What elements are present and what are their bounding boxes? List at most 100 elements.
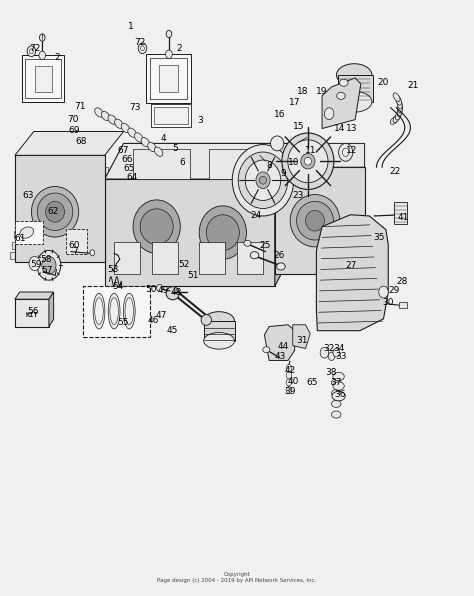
Text: 51: 51 bbox=[188, 271, 199, 280]
Bar bbox=[281, 216, 365, 224]
Text: 41: 41 bbox=[398, 213, 409, 222]
Circle shape bbox=[324, 108, 334, 120]
Circle shape bbox=[328, 352, 335, 361]
Circle shape bbox=[372, 225, 385, 242]
Ellipse shape bbox=[337, 91, 372, 112]
Text: 19: 19 bbox=[316, 86, 328, 95]
Ellipse shape bbox=[290, 194, 340, 247]
Circle shape bbox=[141, 46, 145, 51]
Ellipse shape bbox=[301, 154, 315, 169]
Ellipse shape bbox=[110, 298, 118, 324]
Text: 45: 45 bbox=[166, 326, 177, 335]
Ellipse shape bbox=[123, 293, 135, 329]
Text: 49: 49 bbox=[158, 286, 169, 296]
Ellipse shape bbox=[288, 140, 328, 182]
Ellipse shape bbox=[331, 411, 341, 418]
Circle shape bbox=[42, 256, 56, 274]
Bar bbox=[337, 75, 373, 102]
Bar bbox=[152, 241, 178, 274]
Text: 30: 30 bbox=[383, 298, 394, 308]
Ellipse shape bbox=[108, 115, 117, 125]
Ellipse shape bbox=[166, 287, 179, 300]
Bar bbox=[83, 286, 150, 337]
Text: 31: 31 bbox=[296, 336, 308, 345]
Ellipse shape bbox=[271, 136, 284, 151]
Ellipse shape bbox=[393, 114, 400, 123]
Bar bbox=[25, 167, 109, 173]
Ellipse shape bbox=[329, 97, 343, 110]
Text: 4: 4 bbox=[161, 134, 166, 143]
Bar bbox=[16, 220, 106, 227]
Ellipse shape bbox=[20, 227, 34, 238]
Text: 24: 24 bbox=[250, 212, 262, 221]
Ellipse shape bbox=[141, 138, 150, 147]
Bar bbox=[12, 241, 105, 249]
Text: 7: 7 bbox=[73, 247, 78, 256]
Bar bbox=[25, 59, 61, 98]
Ellipse shape bbox=[395, 95, 401, 105]
Circle shape bbox=[286, 379, 292, 386]
Bar bbox=[282, 205, 365, 213]
Text: KIT: KIT bbox=[26, 312, 38, 318]
Text: 13: 13 bbox=[346, 124, 357, 133]
Ellipse shape bbox=[93, 293, 105, 329]
Ellipse shape bbox=[31, 187, 79, 237]
Text: 62: 62 bbox=[47, 207, 58, 216]
Ellipse shape bbox=[95, 108, 103, 117]
Text: 57: 57 bbox=[41, 266, 53, 275]
Ellipse shape bbox=[121, 123, 130, 132]
Text: 5: 5 bbox=[173, 144, 178, 153]
Polygon shape bbox=[322, 78, 361, 129]
Ellipse shape bbox=[244, 240, 251, 246]
Text: 66: 66 bbox=[122, 155, 133, 164]
Ellipse shape bbox=[397, 99, 402, 109]
Ellipse shape bbox=[148, 142, 156, 151]
Text: 59: 59 bbox=[30, 260, 42, 269]
Bar bbox=[159, 65, 178, 92]
Text: 42: 42 bbox=[284, 366, 296, 375]
Text: 52: 52 bbox=[178, 260, 190, 269]
Bar bbox=[278, 239, 365, 247]
Text: 48: 48 bbox=[171, 287, 182, 297]
Ellipse shape bbox=[331, 401, 341, 408]
Ellipse shape bbox=[245, 160, 281, 200]
Bar bbox=[18, 209, 107, 216]
Text: 21: 21 bbox=[407, 80, 419, 89]
Bar bbox=[275, 262, 365, 269]
Ellipse shape bbox=[108, 293, 120, 329]
Polygon shape bbox=[264, 325, 295, 361]
Bar bbox=[204, 321, 235, 341]
Ellipse shape bbox=[277, 263, 285, 270]
Ellipse shape bbox=[232, 145, 294, 216]
Bar bbox=[279, 228, 365, 235]
Ellipse shape bbox=[337, 64, 372, 86]
Text: 61: 61 bbox=[15, 234, 26, 243]
Text: Copyright
Page design (c) 2004 - 2019 by APi Network Services, Inc.: Copyright Page design (c) 2004 - 2019 by… bbox=[157, 572, 317, 583]
Polygon shape bbox=[15, 132, 124, 156]
Ellipse shape bbox=[259, 176, 266, 184]
Ellipse shape bbox=[390, 117, 398, 125]
Circle shape bbox=[379, 286, 388, 298]
Ellipse shape bbox=[339, 79, 348, 86]
Circle shape bbox=[29, 256, 40, 271]
Circle shape bbox=[333, 349, 339, 357]
Text: 43: 43 bbox=[275, 352, 286, 361]
Text: 11: 11 bbox=[304, 146, 316, 155]
Ellipse shape bbox=[395, 110, 401, 120]
Text: 36: 36 bbox=[334, 390, 346, 399]
Ellipse shape bbox=[46, 201, 64, 222]
Circle shape bbox=[39, 51, 46, 60]
Ellipse shape bbox=[204, 333, 235, 349]
Circle shape bbox=[165, 50, 172, 58]
Polygon shape bbox=[49, 292, 54, 327]
Circle shape bbox=[286, 365, 292, 372]
Circle shape bbox=[138, 43, 147, 54]
Text: 58: 58 bbox=[40, 255, 51, 264]
Circle shape bbox=[156, 284, 162, 291]
Circle shape bbox=[37, 250, 61, 280]
Text: 22: 22 bbox=[390, 167, 401, 176]
Polygon shape bbox=[105, 144, 294, 179]
Text: 12: 12 bbox=[346, 146, 357, 155]
Polygon shape bbox=[275, 167, 365, 274]
Bar bbox=[394, 202, 407, 224]
